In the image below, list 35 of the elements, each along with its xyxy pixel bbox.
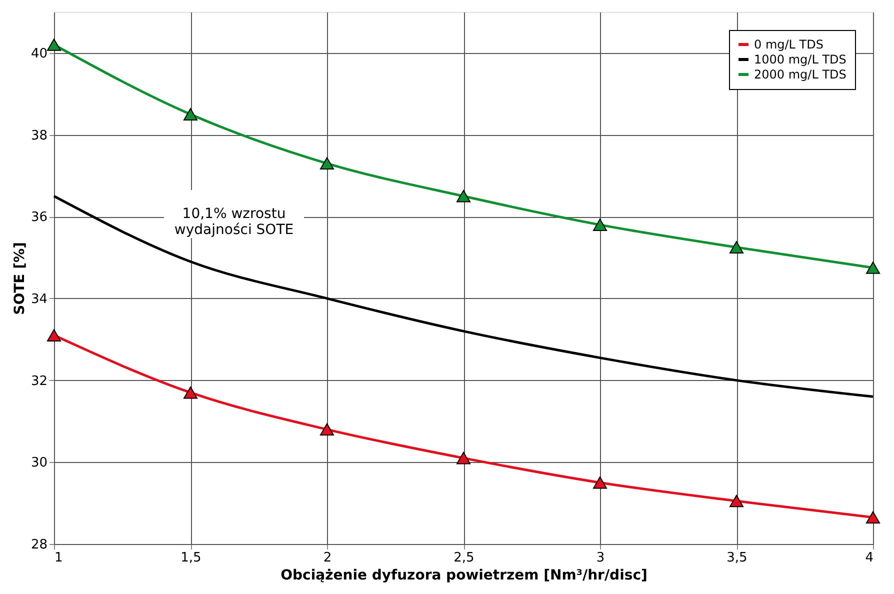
point: [46, 329, 62, 342]
y-tick-label: 32: [30, 374, 48, 389]
y-tick-label: 34: [30, 292, 48, 307]
x-tick-label: 3: [596, 550, 605, 566]
point: [729, 241, 744, 254]
annotation: 10,1% wzrostu wydajności SOTE: [174, 206, 294, 238]
point: [46, 38, 62, 51]
y-axis-title: SOTE [%]: [12, 242, 28, 315]
y-tick-label: 30: [30, 456, 48, 471]
point: [320, 423, 334, 436]
x-tick-label: 1,5: [180, 550, 202, 566]
point: [866, 262, 880, 274]
y-tick-label: 38: [30, 128, 48, 144]
point: [183, 108, 198, 120]
point: [592, 218, 608, 231]
legend-label: 0 mg/L TDS: [754, 38, 824, 52]
point: [183, 386, 198, 399]
legend-label: 2000 mg/L TDS: [754, 68, 846, 82]
x-tick-label: 2: [323, 550, 332, 566]
x-tick-label: 1: [54, 550, 63, 566]
point: [320, 157, 334, 170]
x-tick-label: 3,5: [726, 550, 748, 566]
legend-label: 1000 mg/L TDS: [754, 52, 846, 66]
point: [866, 511, 880, 524]
y-tick-label: 40: [30, 46, 48, 62]
x-tick-label: 2,5: [454, 550, 474, 566]
x-tick-label: 4: [865, 550, 874, 566]
point: [729, 494, 744, 508]
point: [456, 190, 471, 202]
line-series: [52, 194, 874, 398]
y-tick-label: 28: [30, 538, 48, 552]
point: [456, 452, 471, 464]
point: [592, 476, 608, 489]
x-axis-title: Obciążenie dyfuzora powietrzem [Nm³/hr/disc]: [280, 568, 648, 584]
y-tick-label: 36: [30, 210, 48, 226]
